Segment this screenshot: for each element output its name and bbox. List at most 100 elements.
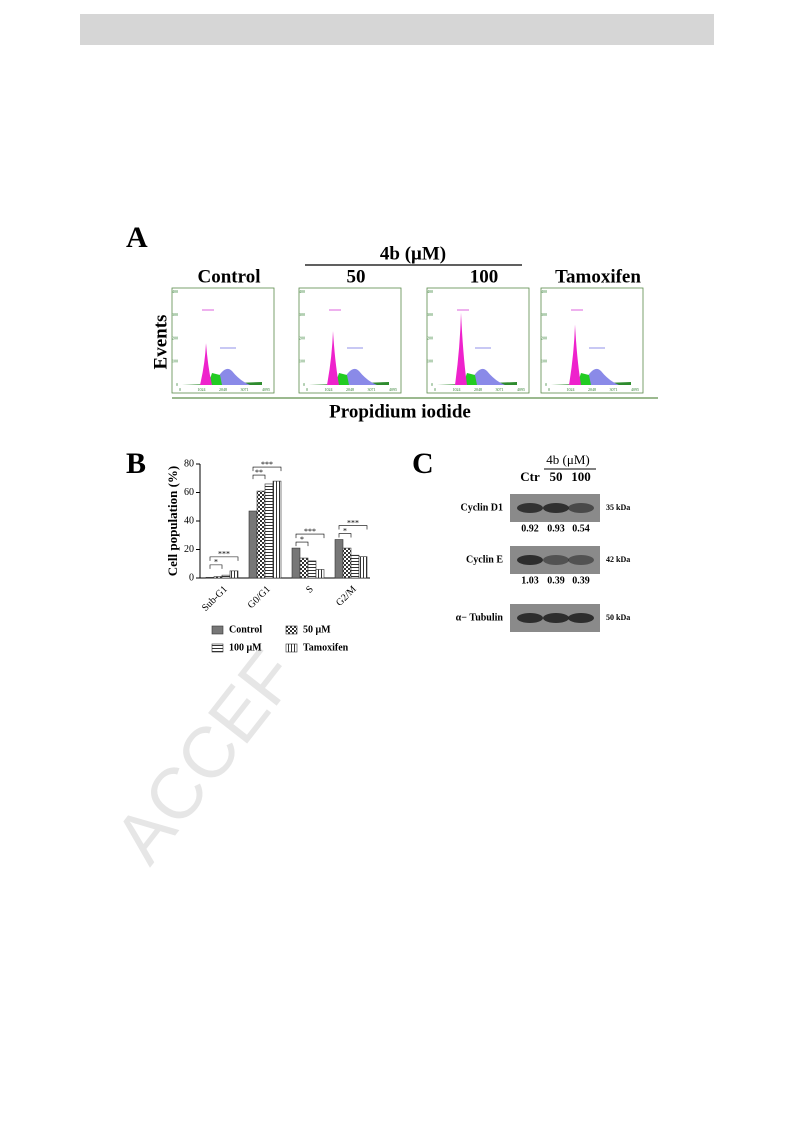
ratio-label: 0.93 xyxy=(547,523,565,534)
y-tick-label: 200 xyxy=(427,335,433,340)
y-tick-label: 80 xyxy=(184,458,194,469)
x-tick-label: G2/M xyxy=(334,584,359,609)
ratio-label: 1.03 xyxy=(521,575,539,586)
y-tick-label: 400 xyxy=(299,289,305,294)
histogram-green-s xyxy=(208,373,222,385)
y-tick-label: 200 xyxy=(172,335,178,340)
bar xyxy=(229,570,239,579)
histogram-green-s xyxy=(335,373,349,385)
x-tick-label: 0 xyxy=(548,387,550,392)
y-tick-label: 0 xyxy=(303,382,305,387)
row-label: Cyclin D1 xyxy=(461,502,504,513)
plot-title: 50 xyxy=(347,266,366,287)
x-tick-label: 1024 xyxy=(453,387,461,392)
significance-mark: *** xyxy=(304,527,316,536)
legend-swatch xyxy=(285,625,298,635)
size-label: 35 kDa xyxy=(606,503,630,512)
row-label: α− Tubulin xyxy=(456,612,504,623)
x-tick-label: G0/G1 xyxy=(246,584,273,611)
band xyxy=(568,613,594,623)
plot-title: 100 xyxy=(470,266,499,287)
plot-title: Tamoxifen xyxy=(555,266,641,287)
x-tick-label: 3071 xyxy=(367,387,375,392)
histogram-blue xyxy=(214,368,250,385)
x-tick-label: 0 xyxy=(306,387,308,392)
bar xyxy=(272,480,282,579)
histogram-blue xyxy=(469,368,505,385)
header-bar xyxy=(80,14,714,45)
x-tick-label: 2048 xyxy=(474,387,482,392)
y-tick-label: 0 xyxy=(176,382,178,387)
band xyxy=(568,555,594,565)
bar xyxy=(291,547,301,579)
watermark: ACCEF xyxy=(99,636,312,878)
bar xyxy=(350,554,360,579)
y-tick-label: 20 xyxy=(184,544,194,555)
bar xyxy=(221,574,231,579)
bar xyxy=(342,547,352,579)
bar xyxy=(256,490,266,579)
band xyxy=(517,503,543,513)
bar xyxy=(307,560,317,579)
x-tick-label: 2048 xyxy=(219,387,227,392)
x-label: Propidium iodide xyxy=(329,401,471,422)
band xyxy=(543,613,569,623)
plot-title: Control xyxy=(198,266,261,287)
bar xyxy=(213,576,223,579)
bar xyxy=(264,483,274,579)
size-label: 42 kDa xyxy=(606,555,630,564)
band xyxy=(517,555,543,565)
y-tick-label: 60 xyxy=(184,487,194,498)
x-tick-label: S xyxy=(304,584,316,596)
histogram-g1-peak xyxy=(327,331,339,385)
significance-mark: * xyxy=(343,526,347,535)
y-tick-label: 300 xyxy=(299,312,305,317)
histogram-g1-peak xyxy=(569,324,581,385)
y-tick-label: 400 xyxy=(541,289,547,294)
ratio-label: 0.39 xyxy=(572,575,590,586)
y-label: Events xyxy=(150,315,171,370)
row-label: Cyclin E xyxy=(466,554,503,565)
y-tick-label: 200 xyxy=(299,335,305,340)
band xyxy=(517,613,543,623)
y-tick-label: 300 xyxy=(541,312,547,317)
bar xyxy=(358,556,368,579)
x-tick-label: 1024 xyxy=(567,387,575,392)
x-tick-label: 4095 xyxy=(631,387,639,392)
histogram-g1-peak xyxy=(455,312,467,385)
y-tick-label: 0 xyxy=(189,572,194,583)
significance-mark: * xyxy=(300,535,304,544)
significance-bracket xyxy=(209,564,223,569)
x-tick-label: 2048 xyxy=(588,387,596,392)
y-tick-label: 400 xyxy=(172,289,178,294)
panel-label: B xyxy=(126,447,146,480)
legend-label: 100 μM xyxy=(229,642,262,653)
lane-label: 50 xyxy=(550,469,563,484)
x-tick-label: 0 xyxy=(179,387,181,392)
significance-mark: ** xyxy=(255,468,263,477)
ratio-label: 0.54 xyxy=(572,523,590,534)
x-tick-label: 4095 xyxy=(389,387,397,392)
significance-bracket xyxy=(338,533,352,538)
ratio-label: 0.92 xyxy=(521,523,539,534)
y-axis-label: Cell population (%) xyxy=(165,466,180,577)
x-tick-label: 2048 xyxy=(346,387,354,392)
y-tick-label: 300 xyxy=(172,312,178,317)
histogram-blue xyxy=(583,368,619,385)
legend-swatch xyxy=(211,643,224,653)
y-tick-label: 0 xyxy=(545,382,547,387)
legend-label: Control xyxy=(229,624,262,635)
panel-label: C xyxy=(412,447,434,480)
significance-mark: *** xyxy=(261,460,273,469)
significance-bracket xyxy=(295,541,309,547)
x-tick-label: 1024 xyxy=(325,387,333,392)
bar xyxy=(315,569,325,579)
significance-bracket xyxy=(209,556,239,561)
significance-mark: *** xyxy=(218,550,230,559)
x-tick-label: 1024 xyxy=(198,387,206,392)
x-tick-label: Sub-G1 xyxy=(200,584,230,614)
group-label: 4b (μM) xyxy=(546,452,589,467)
histogram-blue xyxy=(341,368,377,385)
